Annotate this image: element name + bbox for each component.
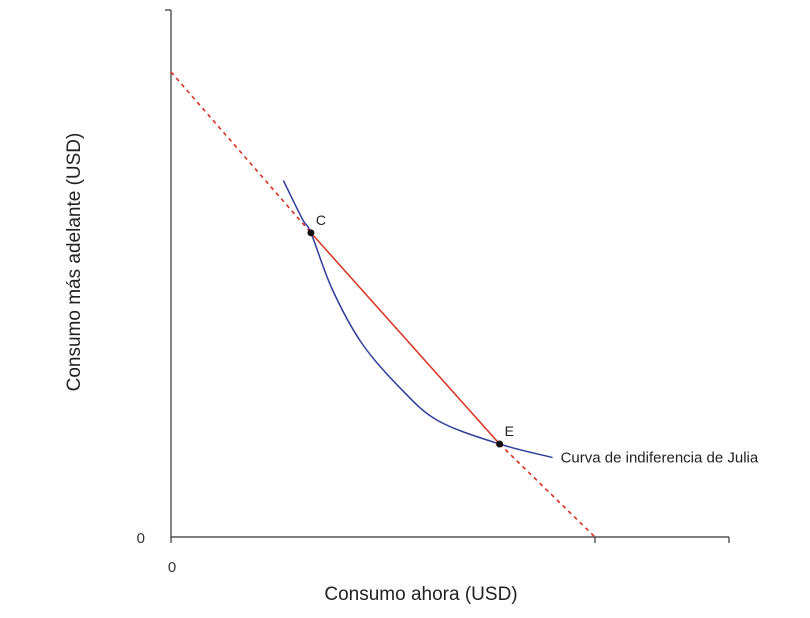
indifference-curve-label: Curva de indiferencia de Julia: [561, 450, 759, 467]
y-axis-title: Consumo más adelante (USD): [64, 133, 85, 392]
budget-line-segment: [310, 232, 501, 445]
point-e-marker: [496, 440, 504, 448]
points-layer: CE: [307, 212, 514, 448]
axes: [165, 9, 730, 543]
indifference-curve-line: [282, 180, 553, 459]
budget-line-dashed-3: [499, 443, 596, 538]
x-tick-label: 0: [168, 559, 176, 576]
point-c-marker: [307, 229, 315, 237]
y-tick-label: 0: [137, 530, 145, 547]
series-layer: [170, 71, 596, 538]
budget-line-dashed-2: [170, 71, 312, 234]
point-c-label: C: [316, 212, 326, 228]
point-e-label: E: [505, 423, 514, 439]
x-axis-title: Consumo ahora (USD): [324, 584, 517, 605]
